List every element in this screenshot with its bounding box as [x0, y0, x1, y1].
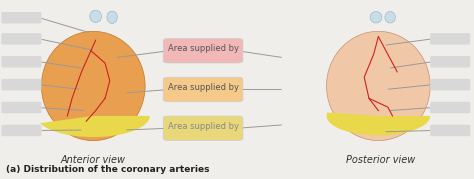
FancyBboxPatch shape	[1, 125, 41, 136]
Text: Area supplied by: Area supplied by	[168, 122, 238, 131]
Wedge shape	[327, 113, 430, 135]
FancyBboxPatch shape	[430, 33, 470, 45]
FancyBboxPatch shape	[430, 56, 470, 67]
FancyBboxPatch shape	[1, 102, 41, 113]
Text: Area supplied by: Area supplied by	[168, 83, 238, 92]
Ellipse shape	[385, 11, 395, 23]
FancyBboxPatch shape	[163, 77, 243, 102]
FancyBboxPatch shape	[1, 12, 41, 23]
FancyBboxPatch shape	[430, 102, 470, 113]
Ellipse shape	[90, 10, 101, 23]
FancyBboxPatch shape	[1, 33, 41, 45]
FancyBboxPatch shape	[1, 79, 41, 90]
FancyBboxPatch shape	[430, 79, 470, 90]
FancyBboxPatch shape	[1, 56, 41, 67]
Ellipse shape	[107, 11, 117, 23]
Text: Area supplied by: Area supplied by	[168, 44, 238, 54]
FancyBboxPatch shape	[430, 125, 470, 136]
Text: Posterior view: Posterior view	[346, 155, 415, 165]
Text: (a) Distribution of the coronary arteries: (a) Distribution of the coronary arterie…	[6, 165, 210, 174]
Ellipse shape	[327, 31, 430, 141]
Ellipse shape	[370, 11, 382, 23]
Wedge shape	[40, 116, 150, 137]
FancyBboxPatch shape	[163, 116, 243, 141]
Text: Anterior view: Anterior view	[61, 155, 126, 165]
FancyBboxPatch shape	[163, 38, 243, 63]
Ellipse shape	[41, 31, 145, 141]
